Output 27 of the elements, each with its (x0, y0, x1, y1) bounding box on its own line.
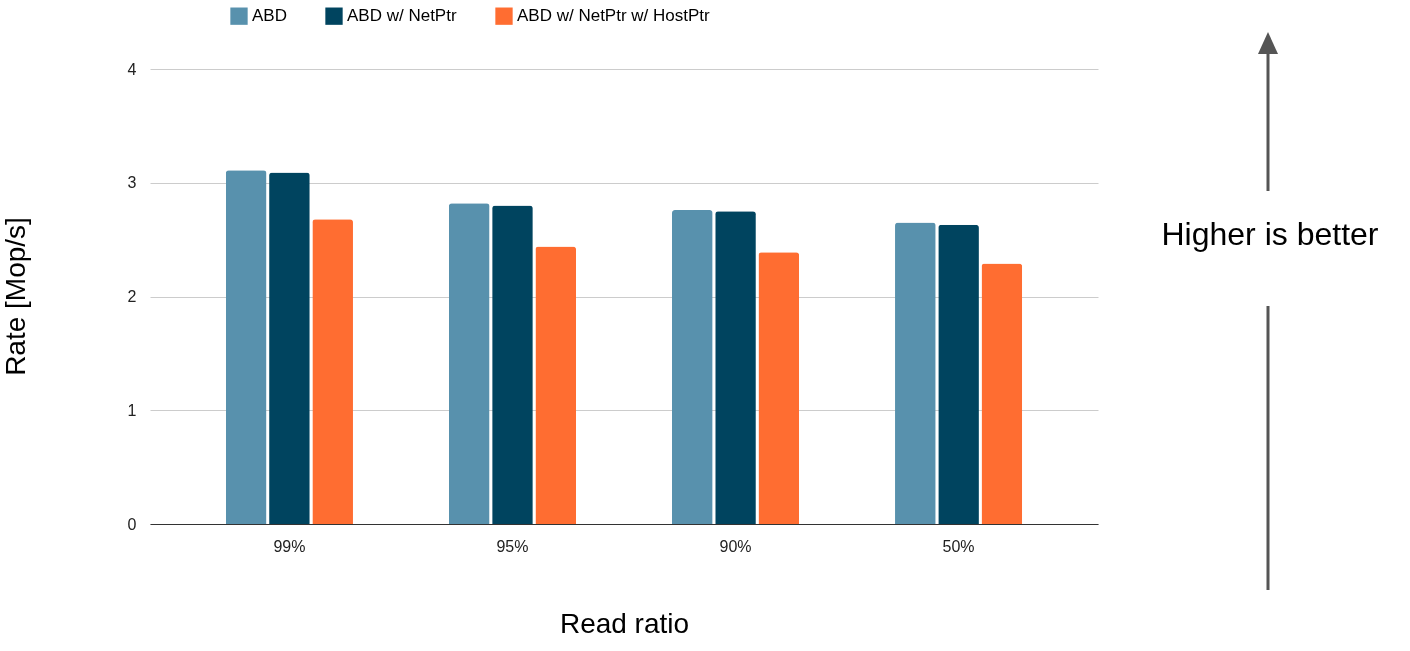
bar (671, 210, 713, 524)
y-tick-label: 1 (127, 401, 137, 419)
y-tick-label: 2 (127, 288, 137, 305)
bar (981, 263, 1023, 524)
text: Higher is better (1160, 216, 1380, 253)
bar (535, 246, 577, 524)
x-tick-label: 99% (273, 537, 306, 555)
legend-label: ABD w/ NetPtr w/ HostPtr (517, 6, 711, 26)
bar (758, 252, 800, 524)
bar (269, 172, 310, 524)
x-tick-label: 95% (496, 537, 529, 555)
bar (492, 205, 533, 524)
bar (895, 222, 936, 524)
y-tick-label: 3 (127, 174, 137, 192)
x-tick-label: 50% (942, 537, 975, 555)
y-tick-label: 4 (127, 60, 137, 78)
legend-label: ABD (252, 6, 287, 26)
bar (448, 203, 490, 524)
x-axis-title: Read ratio (559, 607, 690, 639)
bar (715, 211, 756, 524)
legend-label: ABD w/ NetPtr (347, 6, 457, 26)
bar (312, 219, 353, 524)
y-tick-label: 0 (127, 515, 137, 533)
bar (225, 170, 267, 524)
x-tick-label: 90% (719, 537, 752, 555)
bar (938, 224, 979, 524)
y-axis-title: Rate [Mop/s] (0, 217, 31, 376)
